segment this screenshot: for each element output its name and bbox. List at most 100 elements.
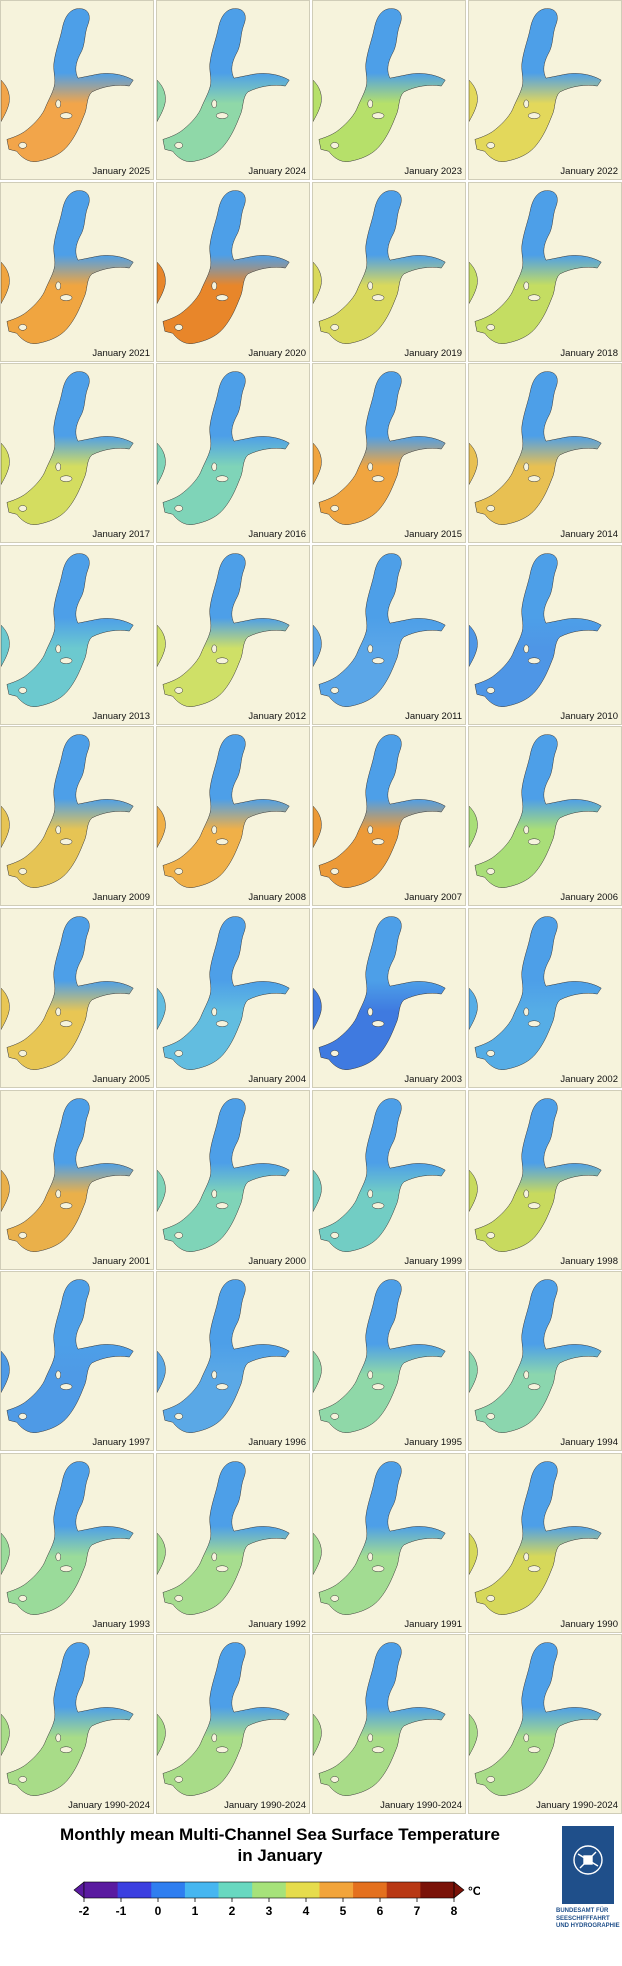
baltic-sea-map — [1, 1642, 134, 1797]
island — [174, 1231, 183, 1239]
map-panel: January 2005 — [0, 907, 154, 1088]
kattegat-sea — [469, 987, 478, 1030]
island — [211, 826, 217, 835]
island — [174, 142, 183, 149]
island — [59, 294, 73, 301]
island — [215, 112, 229, 119]
island — [367, 99, 373, 109]
colorbar-segment — [420, 1882, 455, 1898]
sea-surface — [318, 553, 446, 707]
panel-label: January 2022 — [560, 166, 618, 177]
island — [174, 1594, 183, 1602]
island — [330, 1050, 339, 1057]
kattegat-sea — [313, 1714, 322, 1757]
kattegat-sea — [1, 987, 10, 1030]
baltic-sea-map — [157, 1097, 290, 1252]
panel-label: January 1997 — [92, 1437, 150, 1449]
map-panel: January 1990 — [468, 1452, 622, 1633]
panel-label: January 1990 — [560, 1618, 618, 1630]
panel-label: January 2024 — [248, 166, 306, 177]
kattegat-sea — [1, 806, 10, 849]
baltic-sea-map — [1, 189, 134, 344]
island — [371, 1565, 385, 1572]
island — [330, 1776, 339, 1783]
baltic-sea-map — [313, 1279, 446, 1434]
island — [18, 1413, 27, 1420]
panel-label: January 2018 — [560, 347, 618, 359]
sea-surface — [162, 1097, 290, 1252]
map-panel: January 2024 — [156, 0, 310, 180]
island — [367, 826, 373, 835]
map-panel: January 2012 — [156, 544, 310, 725]
island — [18, 142, 27, 149]
island — [55, 1189, 61, 1198]
baltic-sea-map — [1, 1279, 134, 1434]
map-grid: January 2025 January 2024 January 2023 Janu… — [0, 0, 622, 1815]
baltic-sea-map — [313, 916, 446, 1070]
sea-surface — [318, 8, 446, 162]
kattegat-sea — [1, 261, 10, 304]
kattegat-sea — [1, 624, 10, 667]
island — [527, 1565, 541, 1572]
panel-label: January 2005 — [92, 1073, 150, 1085]
panel-label: January 2017 — [92, 529, 150, 541]
sea-surface — [474, 1279, 602, 1434]
sea-surface — [162, 189, 290, 344]
colorbar-segment — [285, 1882, 320, 1898]
island — [59, 1202, 73, 1209]
island — [486, 1594, 495, 1602]
map-panel: January 2015 — [312, 363, 466, 544]
map-panel: January 1993 — [0, 1452, 154, 1633]
island — [18, 868, 27, 875]
island — [371, 1383, 385, 1391]
baltic-sea-map — [313, 189, 446, 344]
island — [174, 1413, 183, 1420]
baltic-sea-map — [313, 371, 446, 526]
bsh-logo-text: BUNDESAMT FÜR SEESCHIFFFAHRT UND HYDROGR… — [556, 1908, 620, 1929]
baltic-sea-map — [469, 734, 602, 889]
panel-label: January 2001 — [92, 1255, 150, 1267]
kattegat-sea — [469, 1169, 478, 1212]
baltic-sea-map — [469, 189, 602, 344]
island — [215, 1383, 229, 1391]
sea-surface — [162, 553, 290, 707]
island — [59, 838, 73, 846]
map-panel: January 1994 — [468, 1271, 622, 1452]
panel-label: January 2014 — [560, 529, 618, 541]
title-line-2: in January — [237, 1846, 323, 1865]
island — [371, 1202, 385, 1209]
island — [527, 1746, 541, 1754]
baltic-sea-map — [1, 8, 134, 162]
island — [215, 1020, 229, 1027]
baltic-sea-map — [469, 1461, 602, 1615]
map-panel: January 2008 — [156, 726, 310, 907]
map-panel: January 2002 — [468, 907, 622, 1088]
sea-surface — [162, 1279, 290, 1434]
island — [18, 1050, 27, 1057]
island — [18, 1776, 27, 1783]
footer: Monthly mean Multi-Channel Sea Surface T… — [0, 1818, 622, 1966]
island — [371, 657, 385, 664]
island — [55, 1370, 61, 1380]
baltic-sea-map — [157, 1642, 290, 1797]
panel-label: January 1990-2024 — [68, 1800, 150, 1812]
map-panel: January 2018 — [468, 181, 622, 362]
island — [215, 475, 229, 483]
map-panel: January 1991 — [312, 1452, 466, 1633]
kattegat-sea — [313, 79, 322, 122]
kattegat-sea — [313, 1532, 322, 1575]
baltic-sea-map — [1, 553, 134, 707]
baltic-sea-map — [313, 1097, 446, 1252]
island — [367, 462, 373, 472]
island — [523, 826, 529, 835]
baltic-sea-map — [313, 1642, 446, 1797]
sea-surface — [318, 189, 446, 344]
baltic-sea-map — [469, 371, 602, 526]
island — [55, 644, 61, 653]
sea-surface — [318, 916, 446, 1070]
sea-surface — [6, 189, 134, 344]
kattegat-sea — [313, 624, 322, 667]
island — [59, 1383, 73, 1391]
island — [211, 1370, 217, 1380]
colorbar-segment — [319, 1882, 354, 1898]
